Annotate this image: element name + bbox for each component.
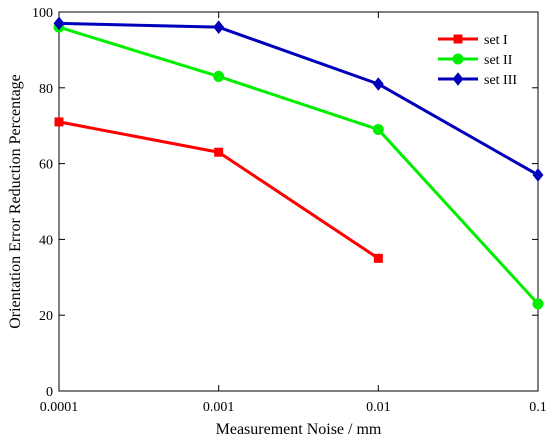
data-point-set-iii [53,16,65,31]
series-line-set-ii [58,25,540,305]
y-tick-label: 20 [39,309,53,324]
y-tick-label: 60 [39,158,53,173]
legend-item-set-i: set I [438,33,508,48]
legend-swatch-marker [452,72,464,86]
series-set-ii [53,21,544,310]
legend-label: set II [484,53,513,68]
legend-item-set-ii: set II [438,53,513,68]
series-layer [53,16,544,310]
series-line-set-i [58,120,380,260]
legend-swatch-marker [452,53,464,65]
y-tick-label: 0 [46,385,53,400]
x-axis-title: Measurement Noise / mm [216,421,382,438]
legend-label: set I [484,33,508,48]
data-point-set-i [214,147,224,157]
data-point-set-iii [532,168,544,182]
y-tick-label: 100 [32,6,53,21]
data-point-set-iii [213,20,225,34]
data-point-set-i [373,253,383,263]
series-set-i [54,117,383,263]
legend-swatch-marker [453,34,463,44]
x-tick-label: 0.01 [366,400,391,415]
legend-label: set III [484,73,517,88]
legend-item-set-iii: set III [438,72,517,88]
axis-ticks: 0.0001 0.001 0.01 0.1 0 20 40 60 80 100 [32,6,547,415]
data-point-set-iii [372,77,384,91]
x-tick-label: 0.0001 [40,400,79,415]
y-tick-label: 80 [39,82,53,97]
data-point-set-ii [372,123,384,135]
data-point-set-i [54,117,64,127]
y-tick-label: 40 [39,233,53,248]
y-axis-title: Orientation Error Reduction Percentage [7,74,24,329]
data-point-set-ii [213,70,225,82]
legend: set I set II set III [438,33,517,88]
x-tick-label: 0.001 [203,400,235,415]
x-tick-label: 0.1 [529,400,547,415]
series-line-set-iii [58,21,539,177]
plot-area [58,11,539,392]
series-set-iii [53,16,544,182]
data-point-set-ii [532,298,544,310]
